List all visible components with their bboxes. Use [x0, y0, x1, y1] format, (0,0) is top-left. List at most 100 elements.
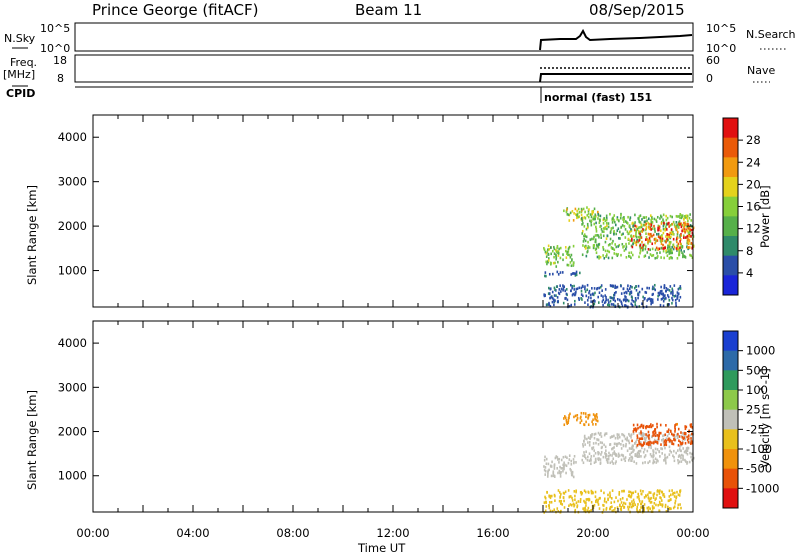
- data-cell: [584, 285, 586, 288]
- data-cell: [660, 285, 662, 289]
- data-cell: [656, 458, 658, 462]
- data-cell: [678, 253, 680, 257]
- date-label: 08/Sep/2015: [589, 1, 685, 19]
- data-cell: [560, 290, 562, 293]
- data-cell: [569, 412, 571, 416]
- data-cell: [580, 419, 583, 422]
- data-cell: [656, 422, 658, 426]
- data-cell: [556, 456, 559, 459]
- data-cell: [658, 293, 661, 297]
- data-cell: [656, 448, 659, 451]
- data-cell: [667, 247, 670, 251]
- data-cell: [560, 458, 563, 462]
- data-cell: [631, 245, 634, 249]
- data-cell: [652, 424, 654, 427]
- data-cell: [641, 434, 644, 438]
- power-cells: [543, 206, 695, 309]
- data-cell: [650, 302, 652, 306]
- data-cell: [667, 250, 670, 253]
- data-cell: [549, 261, 552, 265]
- data-cell: [632, 430, 635, 433]
- data-cell: [591, 490, 594, 494]
- data-cell: [630, 493, 633, 497]
- data-cell: [635, 235, 638, 239]
- data-cell: [689, 451, 691, 455]
- power-colorbar-tick: 4: [746, 266, 753, 280]
- data-cell: [650, 496, 652, 500]
- data-cell: [660, 256, 662, 259]
- data-cell: [570, 264, 573, 268]
- data-cell: [553, 252, 556, 255]
- data-cell: [644, 228, 647, 232]
- data-cell: [590, 219, 593, 223]
- data-cell: [651, 247, 654, 251]
- data-cell: [612, 284, 615, 288]
- data-cell: [634, 428, 636, 432]
- data-cell: [678, 222, 680, 226]
- data-cell: [622, 454, 624, 457]
- data-cell: [613, 296, 615, 300]
- data-cell: [646, 251, 649, 254]
- velocity-colorbar-segment: [723, 409, 738, 430]
- data-cell: [584, 443, 586, 446]
- data-cell: [644, 245, 647, 248]
- data-cell: [617, 253, 619, 256]
- data-cell: [614, 462, 617, 465]
- data-cell: [582, 454, 584, 458]
- data-cell: [675, 423, 677, 426]
- y-tick-label: 2000: [58, 219, 87, 233]
- data-cell: [683, 436, 685, 440]
- data-cell: [583, 423, 586, 427]
- data-cell: [608, 451, 610, 455]
- data-cell: [637, 284, 640, 288]
- data-cell: [588, 441, 591, 444]
- data-cell: [685, 224, 688, 228]
- data-cell: [605, 218, 608, 222]
- data-cell: [584, 239, 587, 243]
- data-cell: [638, 442, 641, 445]
- data-cell: [598, 221, 601, 225]
- data-cell: [640, 236, 643, 239]
- data-cell: [687, 246, 690, 249]
- data-cell: [571, 293, 574, 297]
- data-cell: [564, 463, 566, 467]
- data-cell: [600, 450, 603, 454]
- nsky-line: [539, 28, 693, 51]
- data-cell: [551, 509, 554, 513]
- nsearch-tick-bottom: 10^0: [706, 42, 736, 55]
- data-cell: [632, 242, 634, 246]
- data-cell: [655, 503, 657, 507]
- data-cell: [548, 501, 551, 504]
- data-cell: [652, 287, 655, 290]
- data-cell: [605, 214, 608, 218]
- data-cell: [668, 437, 670, 441]
- data-cell: [670, 228, 673, 231]
- data-cell: [563, 464, 565, 468]
- data-cell: [626, 438, 628, 442]
- data-cell: [676, 232, 679, 236]
- power-colorbar-tick: 12: [746, 222, 761, 236]
- data-cell: [543, 294, 546, 298]
- data-cell: [654, 498, 657, 501]
- data-cell: [569, 255, 572, 259]
- data-cell: [607, 243, 610, 247]
- data-cell: [624, 298, 627, 302]
- data-cell: [609, 495, 611, 499]
- data-cell: [607, 298, 609, 302]
- data-cell: [662, 247, 664, 250]
- data-cell: [616, 444, 618, 448]
- data-cell: [663, 433, 666, 437]
- data-cell: [552, 261, 555, 265]
- data-cell: [684, 427, 687, 431]
- data-cell: [545, 462, 548, 466]
- data-cell: [680, 506, 682, 510]
- data-cell: [612, 462, 615, 465]
- data-cell: [585, 420, 587, 424]
- data-cell: [644, 461, 646, 464]
- data-cell: [628, 232, 630, 235]
- data-cell: [679, 287, 682, 290]
- data-cell: [620, 302, 623, 305]
- data-cell: [597, 500, 599, 504]
- data-cell: [668, 233, 670, 237]
